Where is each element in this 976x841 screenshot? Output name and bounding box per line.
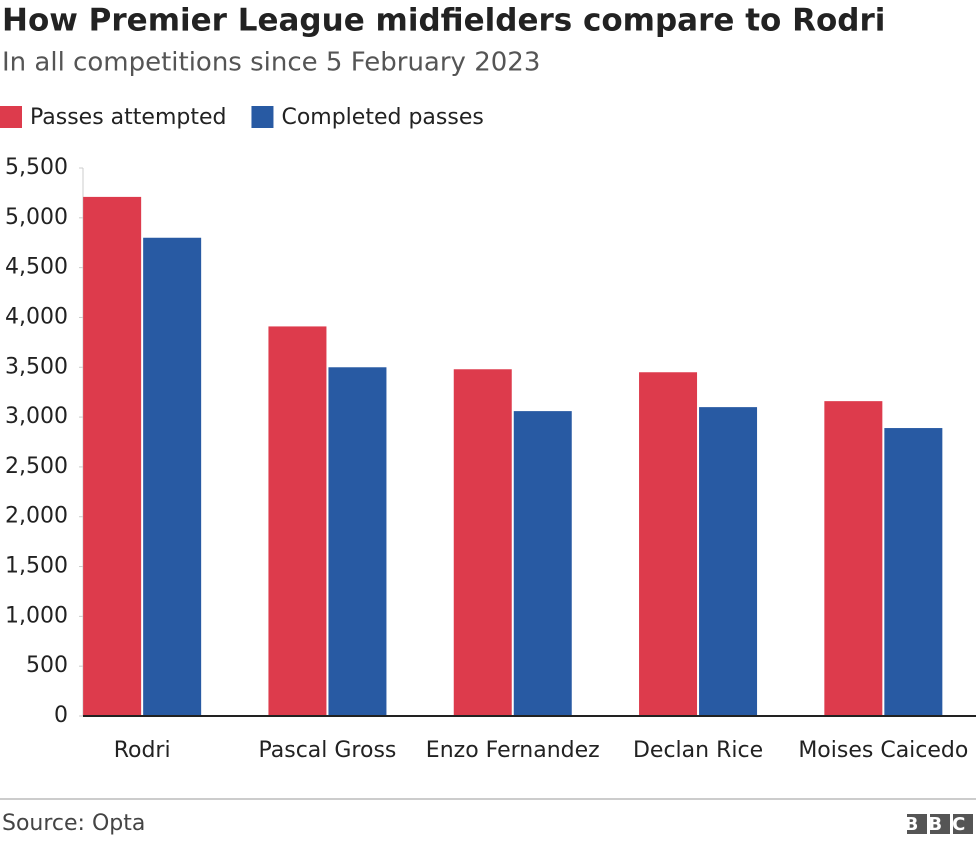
- y-tick-label: 1,000: [5, 603, 68, 628]
- chart-title: How Premier League midfielders compare t…: [2, 3, 885, 39]
- bar: [884, 428, 943, 716]
- legend-swatch: [0, 106, 22, 128]
- source: Source: Opta: [2, 811, 145, 836]
- logo: BBC: [905, 814, 976, 835]
- y-tick-label: 3,000: [5, 404, 68, 429]
- bar: [83, 196, 142, 717]
- y-tick-label: 5,500: [5, 155, 68, 180]
- bar: [328, 367, 387, 716]
- x-tick-label: Pascal Gross: [258, 738, 396, 763]
- bar: [824, 401, 883, 716]
- y-tick-label: 1,500: [5, 554, 68, 579]
- y-tick-label: 2,500: [5, 454, 68, 479]
- bar: [699, 407, 758, 716]
- y-tick-label: 2,000: [5, 504, 68, 529]
- logo-text: BBC: [905, 814, 976, 835]
- bar: [513, 411, 572, 716]
- y-tick-label: 4,500: [5, 255, 68, 280]
- x-tick-label: Moises Caicedo: [798, 738, 968, 763]
- bar: [143, 237, 202, 716]
- bar: [453, 369, 512, 716]
- y-tick-label: 0: [54, 703, 68, 728]
- y-tick-label: 5,000: [5, 205, 68, 230]
- x-tick-label: Rodri: [114, 738, 171, 763]
- bar: [639, 372, 698, 716]
- y-tick-label: 4,000: [5, 304, 68, 329]
- x-tick-label: Declan Rice: [633, 738, 763, 763]
- chart-subtitle: In all competitions since 5 February 202…: [2, 48, 540, 78]
- bar: [268, 326, 327, 716]
- legend-swatch: [251, 106, 274, 128]
- y-tick-label: 3,500: [5, 354, 68, 379]
- x-tick-label: Enzo Fernandez: [426, 738, 600, 763]
- y-tick-label: 500: [26, 653, 68, 678]
- legend-label: Passes attempted: [30, 105, 226, 130]
- legend-label: Completed passes: [281, 105, 483, 130]
